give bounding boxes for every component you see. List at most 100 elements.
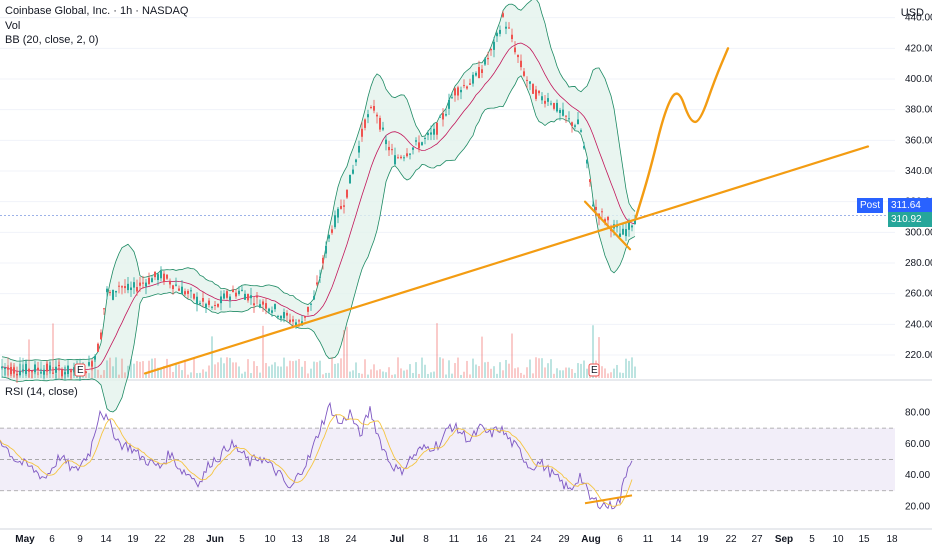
candle-body bbox=[475, 72, 477, 76]
candle-body bbox=[157, 274, 159, 280]
volume-bar bbox=[193, 357, 195, 378]
time-tick-label: 24 bbox=[345, 534, 357, 545]
candle-body bbox=[277, 316, 279, 318]
volume-bar bbox=[493, 366, 495, 378]
time-tick-label: 16 bbox=[476, 534, 488, 545]
candle-body bbox=[319, 276, 321, 278]
earnings-marker bbox=[74, 363, 86, 377]
candle-body bbox=[424, 137, 426, 139]
volume-bar bbox=[316, 362, 318, 378]
candle-body bbox=[517, 55, 519, 58]
volume-bar bbox=[34, 373, 36, 378]
volume-bar bbox=[169, 366, 171, 378]
candle-body bbox=[421, 142, 423, 146]
candle-body bbox=[463, 85, 465, 87]
candle-body bbox=[55, 366, 57, 373]
volume-bar bbox=[571, 369, 573, 378]
volume-bar bbox=[289, 360, 291, 378]
volume-bar bbox=[517, 367, 519, 378]
candle-body bbox=[511, 34, 513, 40]
volume-bar bbox=[118, 374, 120, 378]
volume-bar bbox=[205, 371, 207, 378]
price-grid bbox=[0, 17, 932, 530]
volume-bar bbox=[100, 374, 102, 378]
time-tick-label: 19 bbox=[697, 534, 709, 545]
volume-bar bbox=[424, 364, 426, 378]
candle-body bbox=[298, 320, 300, 322]
candle-body bbox=[304, 316, 306, 318]
candle-body bbox=[577, 119, 579, 125]
candle-body bbox=[628, 220, 630, 230]
volume-bar bbox=[160, 368, 162, 378]
time-tick-label: 28 bbox=[183, 534, 195, 545]
candle-body bbox=[493, 41, 495, 50]
price-tick-label: 280.00 bbox=[905, 258, 932, 269]
candle-body bbox=[535, 89, 537, 99]
candle-body bbox=[631, 225, 633, 228]
rsi-legend: RSI (14, close) bbox=[5, 386, 78, 398]
candle-body bbox=[427, 133, 429, 136]
bb-legend: BB (20, close, 2, 0) bbox=[5, 34, 99, 46]
candle-body bbox=[67, 365, 69, 375]
candle-body bbox=[151, 278, 153, 283]
volume-bar bbox=[235, 362, 237, 378]
candle-body bbox=[448, 99, 450, 109]
candle-body bbox=[142, 282, 144, 284]
candle-body bbox=[268, 308, 270, 312]
candle-body bbox=[106, 288, 108, 293]
candle-body bbox=[49, 365, 51, 371]
price-tick-label: 440.00 bbox=[905, 13, 932, 24]
volume-bar bbox=[112, 366, 114, 378]
candle-body bbox=[514, 47, 516, 53]
volume-bar bbox=[157, 367, 159, 378]
candle-body bbox=[178, 288, 180, 291]
volume-bar bbox=[199, 372, 201, 378]
volume-bar bbox=[115, 357, 117, 378]
volume-bar bbox=[250, 373, 252, 378]
candle-body bbox=[340, 205, 342, 209]
volume-bar bbox=[388, 367, 390, 378]
candle-body bbox=[394, 155, 396, 165]
candle-body bbox=[127, 283, 129, 291]
candle-body bbox=[367, 114, 369, 118]
volume-bar bbox=[535, 357, 537, 378]
candle-body bbox=[238, 290, 240, 295]
candle-body bbox=[487, 58, 489, 60]
volume-bar bbox=[541, 358, 543, 378]
candle-body bbox=[148, 277, 150, 285]
candle-body bbox=[595, 206, 597, 210]
candle-body bbox=[58, 365, 60, 367]
volume-bar bbox=[340, 358, 342, 378]
candle-body bbox=[565, 115, 567, 117]
volume-bar bbox=[352, 370, 354, 378]
candle-body bbox=[19, 371, 21, 375]
candle-body bbox=[526, 79, 528, 81]
time-tick-label: 18 bbox=[886, 534, 898, 545]
volume-bar bbox=[163, 365, 165, 378]
candle-body bbox=[388, 146, 390, 151]
candle-body bbox=[466, 86, 468, 89]
volume-bar bbox=[508, 363, 510, 378]
volume-bar bbox=[478, 366, 480, 378]
candle-body bbox=[109, 292, 111, 294]
volume-bar bbox=[526, 367, 528, 378]
volume-bar bbox=[433, 371, 435, 378]
volume-bar bbox=[463, 371, 465, 378]
candle-body bbox=[85, 371, 87, 374]
candle-body bbox=[358, 145, 360, 153]
volume-bar bbox=[436, 323, 438, 378]
candle-body bbox=[502, 13, 504, 17]
bb-upper-band bbox=[1, 0, 636, 362]
candle-body bbox=[574, 125, 576, 127]
rsi-line bbox=[0, 401, 633, 510]
candle-body bbox=[370, 106, 372, 108]
candle-body bbox=[550, 103, 552, 105]
volume-bar bbox=[310, 368, 312, 378]
rsi-tick-label: 20.00 bbox=[905, 501, 930, 512]
time-axis: May 6 9 14 19 22 28 Jun 5 10 13 18 24 Jul 8 11 16 21 24 29 A… bbox=[15, 534, 898, 545]
candle-body bbox=[16, 373, 18, 376]
volume-bar bbox=[385, 372, 387, 378]
trendlines[interactable] bbox=[143, 47, 870, 375]
volume-bar bbox=[97, 369, 99, 378]
